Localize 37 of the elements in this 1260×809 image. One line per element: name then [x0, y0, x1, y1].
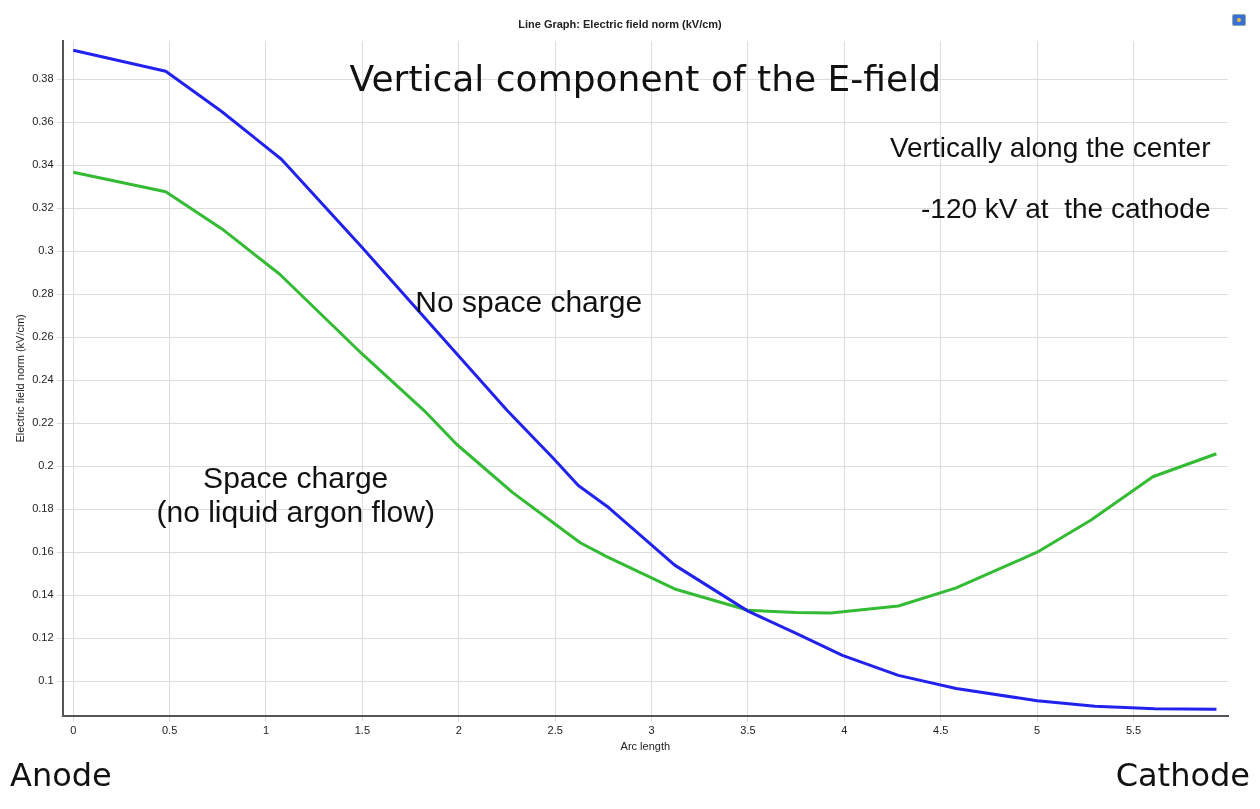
y-tick-label: 0.32	[32, 201, 54, 214]
x-tick-label: 3.5	[740, 724, 756, 737]
y-tick-label: 0.18	[32, 502, 54, 515]
y-tick-label: 0.24	[32, 373, 54, 386]
y-tick-label: 0.16	[32, 545, 54, 558]
x-tick-label: 2	[455, 724, 462, 737]
x-tick-label: 2.5	[547, 724, 563, 737]
x-tick-label: 1.5	[354, 724, 371, 737]
y-tick-label: 0.38	[32, 72, 54, 85]
annotation: -120 kV at the cathode	[920, 192, 1211, 224]
x-tick-label: 4.5	[933, 724, 949, 737]
x-axis-title: Arc length	[620, 740, 671, 753]
text: Cathode	[1115, 756, 1250, 795]
y-tick-label: 0.28	[32, 287, 54, 300]
y-tick-label: 0.36	[32, 115, 54, 128]
x-tick-label: 0.5	[161, 724, 178, 737]
text: Anode	[10, 756, 112, 795]
series-label: Space charge (no liquid argon flow)	[156, 460, 435, 529]
x-tick-label: 4	[841, 724, 848, 737]
x-tick-label: 5	[1034, 724, 1041, 737]
x-tick-label: 3	[648, 724, 655, 737]
y-tick-label: 0.1	[38, 674, 54, 687]
chart-title: Line Graph: Electric field norm (kV/cm)	[518, 17, 723, 30]
y-tick-label: 0.22	[32, 416, 54, 429]
y-tick-label: 0.3	[38, 244, 54, 257]
y-axis-title: Electric field norm (kV/cm)	[13, 314, 26, 443]
x-tick-label: 1	[262, 724, 270, 737]
y-tick-label: 0.34	[32, 158, 54, 171]
y-tick-label: 0.14	[32, 588, 54, 601]
annotation: Vertically along the center	[889, 131, 1211, 163]
y-tick-label: 0.2	[38, 459, 54, 472]
y-tick-label: 0.12	[32, 631, 54, 644]
annotation: Vertical component of the E-field	[349, 58, 941, 100]
x-tick-label: 5.5	[1125, 724, 1142, 737]
series-label: No space charge	[415, 285, 643, 319]
x-tick-label: 0	[70, 724, 77, 737]
y-tick-label: 0.26	[32, 330, 54, 343]
